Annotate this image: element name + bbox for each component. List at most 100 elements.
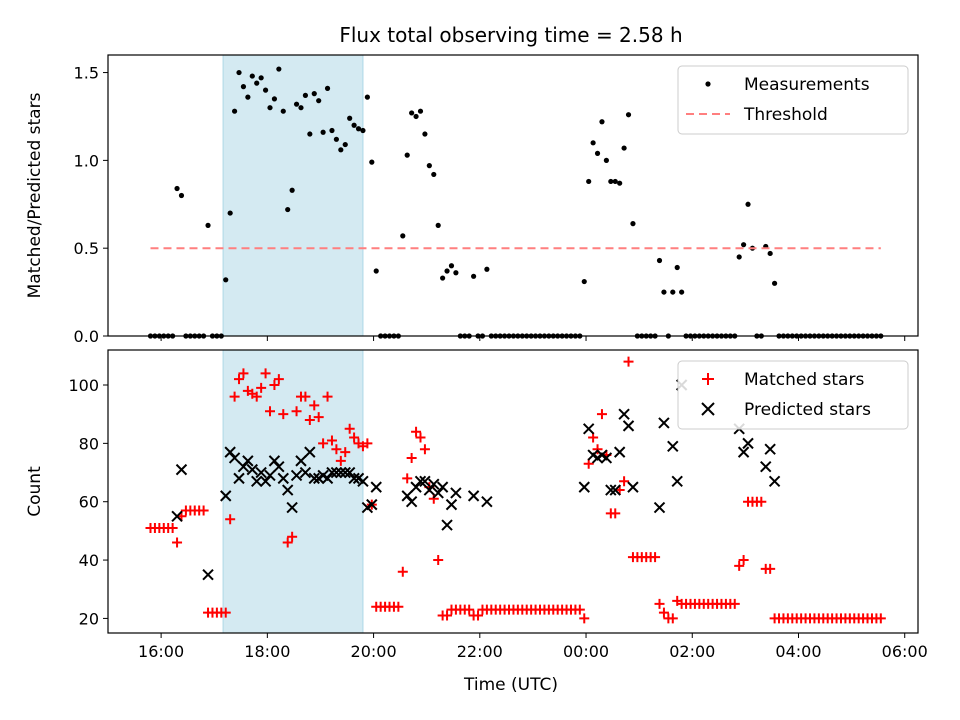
- legend-marker-dot: [705, 81, 711, 87]
- data-point: [238, 368, 249, 379]
- legend-box: [677, 65, 909, 135]
- data-point: [339, 466, 351, 479]
- data-point: [453, 270, 459, 276]
- data-point: [419, 444, 430, 455]
- x-tick-label: 22:00: [457, 642, 503, 661]
- data-point: [355, 126, 362, 132]
- data-point: [405, 496, 418, 508]
- y-tick-label: 20: [79, 609, 99, 628]
- data-point: [654, 598, 665, 609]
- data-point: [254, 80, 260, 86]
- data-point: [351, 122, 357, 128]
- data-point: [656, 257, 663, 264]
- data-point: [316, 98, 322, 104]
- data-point: [357, 475, 369, 487]
- data-point: [290, 469, 303, 482]
- data-point: [623, 356, 634, 367]
- data-point: [742, 437, 754, 450]
- data-point: [267, 105, 273, 111]
- data-point: [228, 452, 241, 464]
- y-tick-label: 60: [79, 493, 99, 512]
- data-point: [400, 233, 406, 239]
- data-point: [442, 610, 453, 621]
- highlight-span: [222, 54, 364, 337]
- data-point: [653, 501, 666, 514]
- data-point: [364, 94, 370, 100]
- data-point: [313, 412, 324, 423]
- data-point: [308, 472, 320, 485]
- data-point: [249, 73, 255, 79]
- data-point: [302, 92, 309, 98]
- data-point: [240, 84, 247, 90]
- data-point: [767, 250, 773, 257]
- data-point: [202, 568, 214, 581]
- data-point: [397, 566, 408, 577]
- data-point: [738, 555, 749, 566]
- data-point: [481, 496, 493, 508]
- data-point: [331, 444, 342, 455]
- data-point: [618, 408, 630, 420]
- data-point: [347, 115, 353, 121]
- data-point: [661, 289, 667, 295]
- data-point: [745, 201, 751, 207]
- legend-label: Measurements: [744, 75, 870, 95]
- data-point: [276, 66, 282, 72]
- data-point: [658, 417, 670, 429]
- data-point: [234, 374, 245, 385]
- data-point: [269, 380, 280, 391]
- data-point: [233, 472, 245, 485]
- data-point: [251, 475, 263, 487]
- data-point: [436, 481, 449, 493]
- data-point: [245, 94, 251, 100]
- data-point: [277, 472, 289, 485]
- x-tick-label: 00:00: [563, 642, 609, 661]
- data-point: [369, 159, 375, 165]
- data-point: [330, 466, 343, 479]
- axes-frame: [107, 54, 919, 337]
- data-point: [414, 475, 427, 487]
- data-point: [592, 444, 603, 455]
- data-point: [304, 415, 315, 426]
- data-point: [281, 484, 294, 496]
- data-point: [273, 460, 285, 473]
- y-tick-label: 100: [68, 376, 99, 395]
- data-point: [619, 476, 630, 487]
- data-point: [415, 432, 426, 443]
- data-point: [599, 119, 605, 125]
- data-point: [625, 112, 632, 118]
- data-point: [289, 187, 295, 193]
- data-point: [220, 607, 231, 618]
- data-point: [265, 406, 275, 417]
- data-point: [440, 275, 446, 281]
- data-point: [309, 400, 320, 411]
- data-point: [484, 266, 490, 272]
- data-point: [594, 150, 601, 156]
- data-point: [220, 490, 232, 502]
- data-point: [613, 446, 626, 458]
- legend-label: Matched stars: [744, 370, 864, 390]
- data-point: [729, 598, 740, 609]
- data-point: [304, 446, 316, 458]
- data-point: [167, 522, 178, 533]
- data-point: [450, 487, 462, 499]
- legend: Matched stars Predicted stars: [677, 360, 909, 430]
- data-point: [667, 440, 679, 452]
- data-point: [448, 263, 455, 269]
- data-point: [404, 152, 410, 158]
- data-point: [650, 552, 661, 563]
- data-point: [340, 447, 351, 458]
- data-point: [362, 438, 373, 449]
- y-tick-label: 1.0: [74, 151, 99, 170]
- highlight-span: [222, 349, 364, 634]
- legend-marker-plus: [702, 373, 714, 385]
- data-point: [324, 85, 331, 91]
- data-point: [612, 178, 618, 185]
- data-point: [579, 613, 590, 624]
- data-point: [760, 460, 772, 473]
- data-point: [411, 426, 422, 437]
- data-point: [360, 127, 366, 134]
- data-point: [271, 96, 278, 102]
- data-point: [326, 466, 338, 479]
- data-point: [307, 131, 313, 137]
